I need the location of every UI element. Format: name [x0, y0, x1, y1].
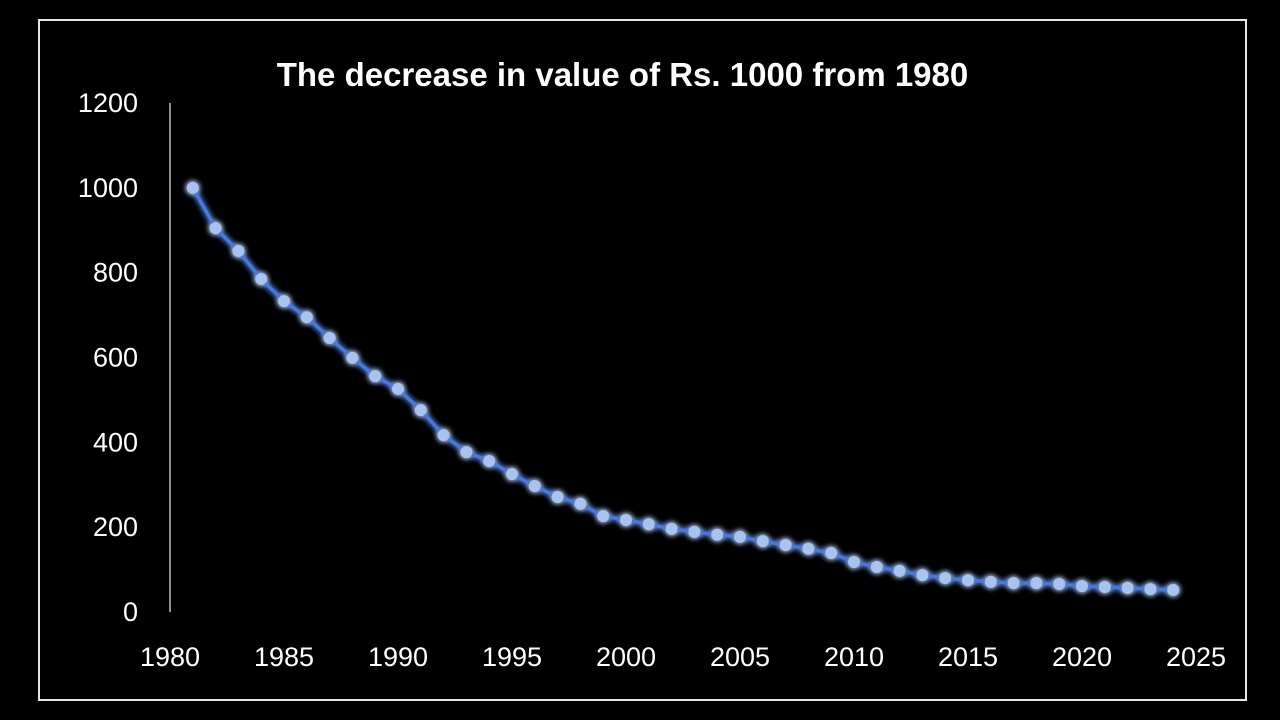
x-tick-label: 2015: [938, 642, 998, 672]
data-point: [186, 181, 199, 194]
y-tick-label: 200: [93, 512, 138, 542]
y-tick-label: 400: [93, 427, 138, 457]
data-point: [802, 542, 815, 555]
data-point: [437, 429, 450, 442]
data-point: [916, 569, 929, 582]
chart-frame: [38, 19, 1247, 701]
series-group: [186, 181, 1180, 596]
y-tick-label: 1200: [78, 88, 138, 118]
data-point: [551, 491, 564, 504]
data-point: [779, 538, 792, 551]
data-point: [597, 510, 610, 523]
y-tick-label: 600: [93, 343, 138, 373]
x-tick-label: 2000: [596, 642, 656, 672]
data-point: [642, 518, 655, 531]
data-point: [300, 311, 313, 324]
x-tick-label: 1995: [482, 642, 542, 672]
data-point: [870, 561, 883, 574]
data-point: [620, 513, 632, 526]
data-point: [460, 446, 473, 459]
y-tick-label: 800: [93, 258, 138, 288]
data-point: [1076, 580, 1088, 593]
data-point: [848, 555, 860, 568]
data-point: [939, 572, 952, 585]
y-tick-label: 1000: [78, 173, 138, 203]
y-tick-label: 0: [123, 597, 138, 627]
data-point: [392, 382, 404, 395]
data-point: [825, 547, 838, 560]
data-point: [1121, 581, 1134, 594]
x-tick-label: 2020: [1052, 642, 1112, 672]
x-tick-label: 2025: [1166, 642, 1226, 672]
data-point: [278, 295, 290, 308]
data-point: [574, 497, 587, 510]
data-point: [528, 480, 541, 493]
x-tick-label: 1990: [368, 642, 428, 672]
data-point: [1007, 577, 1020, 590]
data-point: [665, 522, 678, 535]
data-point: [414, 404, 427, 417]
data-point: [734, 530, 746, 543]
data-point: [232, 245, 245, 258]
x-tick-label: 1985: [254, 642, 314, 672]
data-point: [1030, 577, 1043, 590]
chart-title: The decrease in value of Rs. 1000 from 1…: [276, 56, 969, 93]
x-tick-label: 2010: [824, 642, 884, 672]
x-tick-label: 2005: [710, 642, 770, 672]
series-line: [191, 186, 1174, 592]
data-point: [756, 535, 769, 548]
data-point: [1098, 580, 1111, 593]
data-point: [1144, 583, 1157, 596]
data-point: [483, 454, 496, 467]
data-point: [323, 331, 336, 344]
data-point: [962, 574, 974, 587]
data-point: [255, 273, 268, 286]
data-point: [688, 525, 701, 538]
data-point: [893, 564, 906, 577]
data-point: [1167, 583, 1180, 596]
data-point: [369, 370, 382, 383]
data-point: [1053, 578, 1066, 591]
data-point: [209, 222, 222, 235]
data-point: [711, 528, 724, 541]
data-point: [506, 468, 518, 481]
data-point: [346, 351, 359, 364]
data-point: [984, 575, 997, 588]
x-tick-label: 1980: [140, 642, 200, 672]
